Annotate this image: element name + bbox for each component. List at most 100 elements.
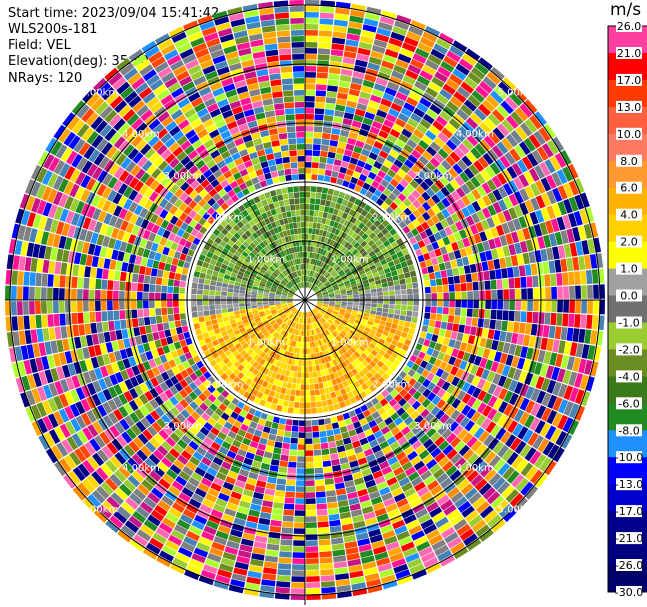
ppi-gate-cell bbox=[191, 306, 198, 312]
ppi-gate-cell bbox=[377, 421, 387, 430]
ppi-gate-cell bbox=[320, 309, 326, 313]
ppi-gate-cell bbox=[35, 301, 41, 315]
ppi-gate-cell bbox=[361, 382, 369, 391]
ppi-gate-cell bbox=[542, 441, 555, 456]
ppi-gate-cell bbox=[426, 501, 439, 513]
ppi-gate-cell bbox=[486, 491, 501, 505]
ppi-gate-cell bbox=[547, 139, 559, 155]
ppi-gate-cell bbox=[452, 68, 467, 81]
ppi-gate-cell bbox=[384, 232, 393, 240]
ppi-gate-cell bbox=[380, 356, 388, 364]
ppi-gate-cell bbox=[441, 208, 451, 219]
ppi-gate-cell bbox=[410, 455, 422, 466]
ppi-gate-cell bbox=[221, 287, 228, 292]
ppi-gate-cell bbox=[383, 240, 391, 248]
ppi-gate-cell bbox=[333, 189, 340, 197]
ppi-gate-cell bbox=[398, 220, 407, 229]
ppi-gate-cell bbox=[119, 300, 125, 310]
ppi-gate-cell bbox=[480, 464, 493, 478]
ppi-gate-cell bbox=[319, 551, 332, 558]
ppi-gate-cell bbox=[587, 284, 593, 299]
ppi-gate-cell bbox=[288, 346, 293, 353]
ppi-gate-cell bbox=[357, 457, 368, 466]
ppi-gate-cell bbox=[329, 239, 335, 246]
ppi-gate-cell bbox=[364, 327, 371, 333]
ppi-gate-cell bbox=[230, 411, 239, 420]
ppi-gate-cell bbox=[316, 340, 320, 347]
ppi-gate-cell bbox=[411, 530, 425, 541]
ppi-gate-cell bbox=[300, 342, 303, 348]
ppi-gate-cell bbox=[430, 48, 445, 60]
ppi-gate-cell bbox=[157, 500, 171, 512]
ppi-gate-cell bbox=[420, 360, 428, 369]
ppi-gate-cell bbox=[335, 336, 342, 342]
ppi-gate-cell bbox=[262, 426, 271, 434]
ppi-gate-cell bbox=[369, 224, 377, 232]
ppi-gate-cell bbox=[349, 396, 357, 404]
ppi-gate-cell bbox=[215, 309, 222, 315]
ppi-gate-cell bbox=[519, 122, 533, 137]
ppi-gate-cell bbox=[574, 373, 584, 388]
ppi-gate-cell bbox=[462, 465, 475, 478]
ppi-gate-cell bbox=[278, 423, 286, 431]
ppi-gate-cell bbox=[121, 501, 135, 515]
ppi-gate-cell bbox=[217, 277, 224, 283]
ppi-gate-cell bbox=[446, 50, 461, 63]
ppi-gate-cell bbox=[524, 199, 535, 213]
ppi-gate-cell bbox=[144, 317, 151, 326]
ppi-gate-cell bbox=[479, 505, 494, 519]
ppi-gate-cell bbox=[199, 426, 210, 436]
ppi-gate-cell bbox=[221, 304, 227, 309]
ppi-gate-cell bbox=[105, 477, 118, 491]
ppi-gate-cell bbox=[362, 561, 377, 570]
ppi-gate-cell bbox=[435, 516, 449, 529]
ppi-gate-cell bbox=[436, 201, 446, 211]
ppi-gate-cell bbox=[539, 457, 552, 472]
ppi-gate-cell bbox=[331, 339, 337, 346]
ppi-gate-cell bbox=[239, 306, 246, 311]
ppi-gate-cell bbox=[402, 365, 411, 374]
ppi-gate-cell bbox=[233, 567, 248, 576]
ppi-gate-cell bbox=[274, 333, 280, 339]
ppi-gate-cell bbox=[450, 514, 464, 526]
ppi-gate-cell bbox=[327, 251, 332, 258]
ppi-gate-cell bbox=[482, 195, 492, 207]
ppi-gate-cell bbox=[173, 313, 181, 321]
ppi-gate-cell bbox=[383, 252, 391, 259]
ppi-gate-cell bbox=[295, 323, 299, 329]
ppi-gate-cell bbox=[331, 43, 345, 51]
ppi-gate-cell bbox=[323, 356, 329, 363]
ppi-gate-cell bbox=[265, 549, 279, 557]
ppi-gate-cell bbox=[377, 184, 386, 193]
ppi-gate-cell bbox=[514, 144, 526, 159]
ppi-gate-cell bbox=[354, 165, 363, 174]
ppi-gate-cell bbox=[307, 282, 309, 288]
ppi-gate-cell bbox=[325, 103, 336, 110]
ppi-gate-cell bbox=[474, 62, 490, 75]
ppi-gate-cell bbox=[461, 393, 472, 404]
ppi-gate-cell bbox=[198, 393, 208, 402]
ppi-gate-cell bbox=[485, 166, 496, 178]
ppi-gate-cell bbox=[309, 216, 314, 222]
ppi-gate-cell bbox=[377, 563, 393, 573]
ppi-gate-cell bbox=[310, 390, 315, 396]
ppi-gate-cell bbox=[314, 461, 323, 468]
ppi-gate-cell bbox=[352, 471, 363, 480]
ppi-gate-cell bbox=[229, 445, 239, 454]
ppi-gate-cell bbox=[396, 498, 409, 508]
ppi-gate-cell bbox=[364, 309, 371, 314]
ppi-gate-cell bbox=[306, 534, 318, 540]
ppi-gate-cell bbox=[305, 228, 309, 234]
ppi-gate-cell bbox=[241, 383, 250, 391]
ppi-gate-cell bbox=[345, 106, 356, 114]
ppi-gate-cell bbox=[466, 384, 477, 396]
ppi-gate-cell bbox=[222, 312, 229, 318]
ppi-gate-cell bbox=[413, 128, 425, 139]
ppi-gate-cell bbox=[310, 270, 313, 277]
ppi-gate-cell bbox=[432, 98, 446, 110]
ppi-gate-cell bbox=[488, 349, 497, 361]
ppi-gate-cell bbox=[436, 472, 449, 484]
ppi-gate-cell bbox=[496, 141, 509, 155]
ppi-gate-cell bbox=[381, 145, 392, 154]
ppi-gate-cell bbox=[344, 149, 353, 157]
